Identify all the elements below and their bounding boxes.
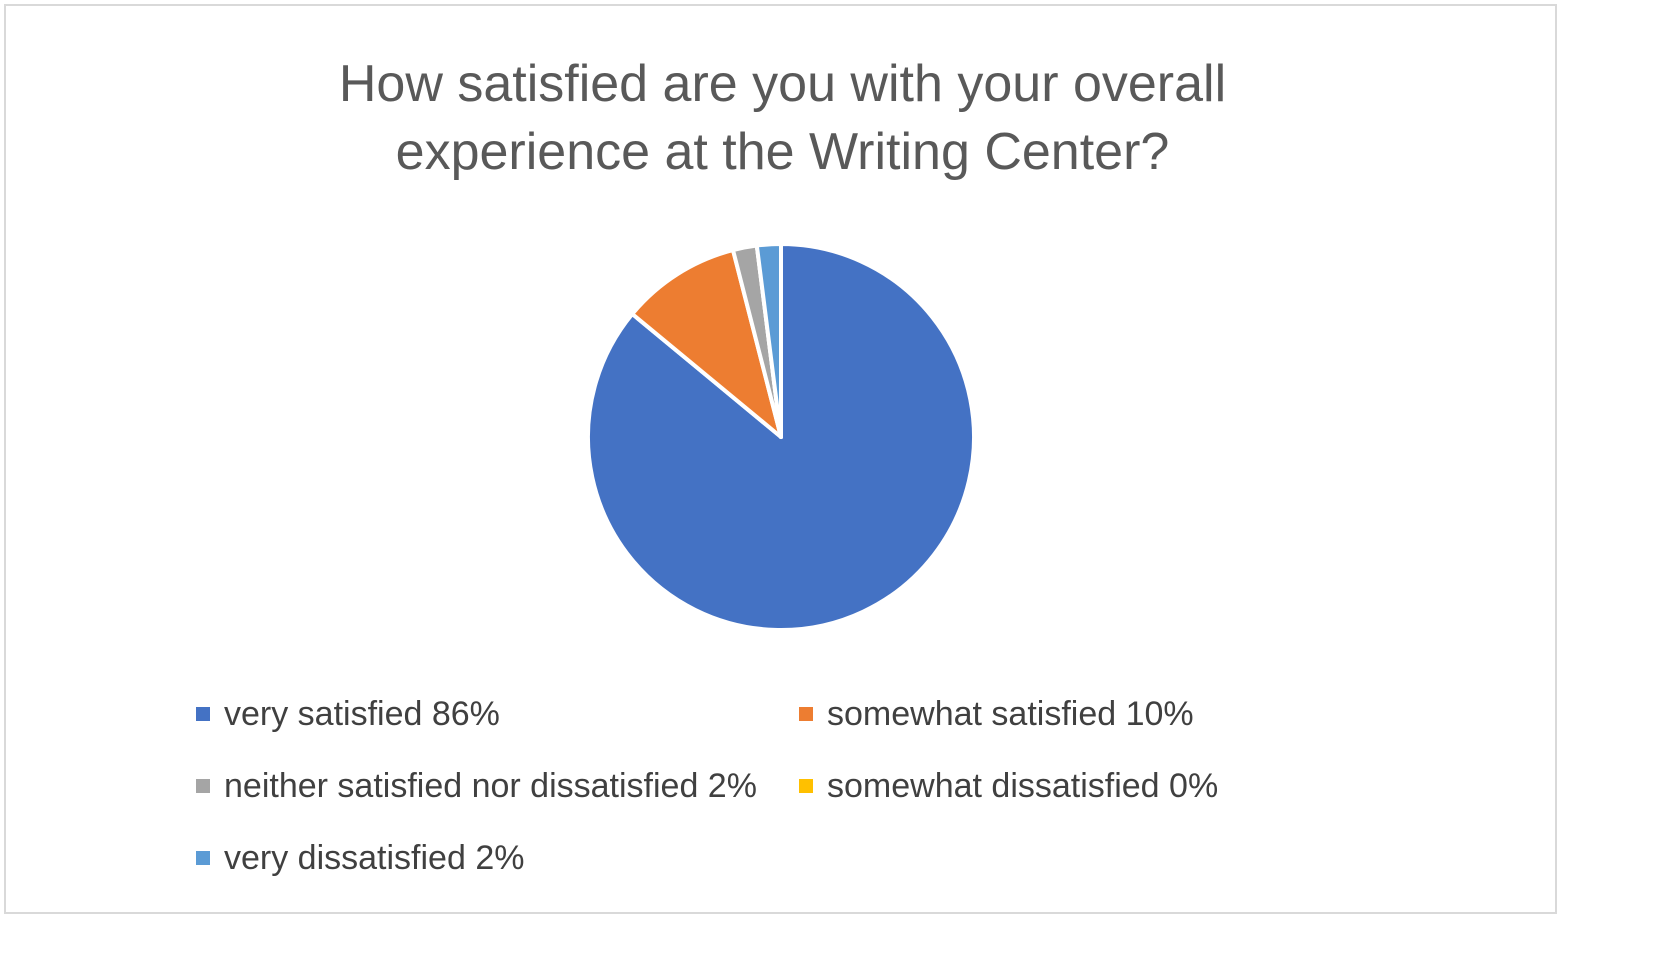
legend-label-somewhat-dissatisfied: somewhat dissatisfied 0% xyxy=(827,766,1219,805)
chart-title-line-1: How satisfied are you with your overall xyxy=(338,55,1227,113)
legend-swatch-somewhat-satisfied xyxy=(799,707,813,721)
pie-slice-very-dissatisfied xyxy=(754,242,783,439)
legend-swatch-neither-satisfied-nor-dissatisfied xyxy=(196,779,210,793)
legend-item-very-satisfied: very satisfied 86% xyxy=(196,694,500,734)
legend-item-very-dissatisfied: very dissatisfied 2% xyxy=(196,838,524,878)
legend-swatch-somewhat-dissatisfied xyxy=(799,779,813,793)
legend-swatch-very-satisfied xyxy=(196,707,210,721)
legend-label-very-dissatisfied: very dissatisfied 2% xyxy=(224,838,525,877)
legend-label-neither-satisfied-nor-dissatisfied: neither satisfied nor dissatisfied 2% xyxy=(224,766,757,805)
pie-chart xyxy=(586,242,976,632)
chart-frame: How satisfied are you with your overall … xyxy=(4,4,1557,914)
legend-item-somewhat-dissatisfied: somewhat dissatisfied 0% xyxy=(799,766,1218,806)
chart-title: How satisfied are you with your overall … xyxy=(6,50,1559,186)
legend-label-very-satisfied: very satisfied 86% xyxy=(224,694,500,733)
legend-item-somewhat-satisfied: somewhat satisfied 10% xyxy=(799,694,1194,734)
chart-title-line-2: experience at the Writing Center? xyxy=(395,123,1170,181)
legend-label-somewhat-satisfied: somewhat satisfied 10% xyxy=(827,694,1194,733)
legend-item-neither-satisfied-nor-dissatisfied: neither satisfied nor dissatisfied 2% xyxy=(196,766,757,806)
legend-swatch-very-dissatisfied xyxy=(196,851,210,865)
